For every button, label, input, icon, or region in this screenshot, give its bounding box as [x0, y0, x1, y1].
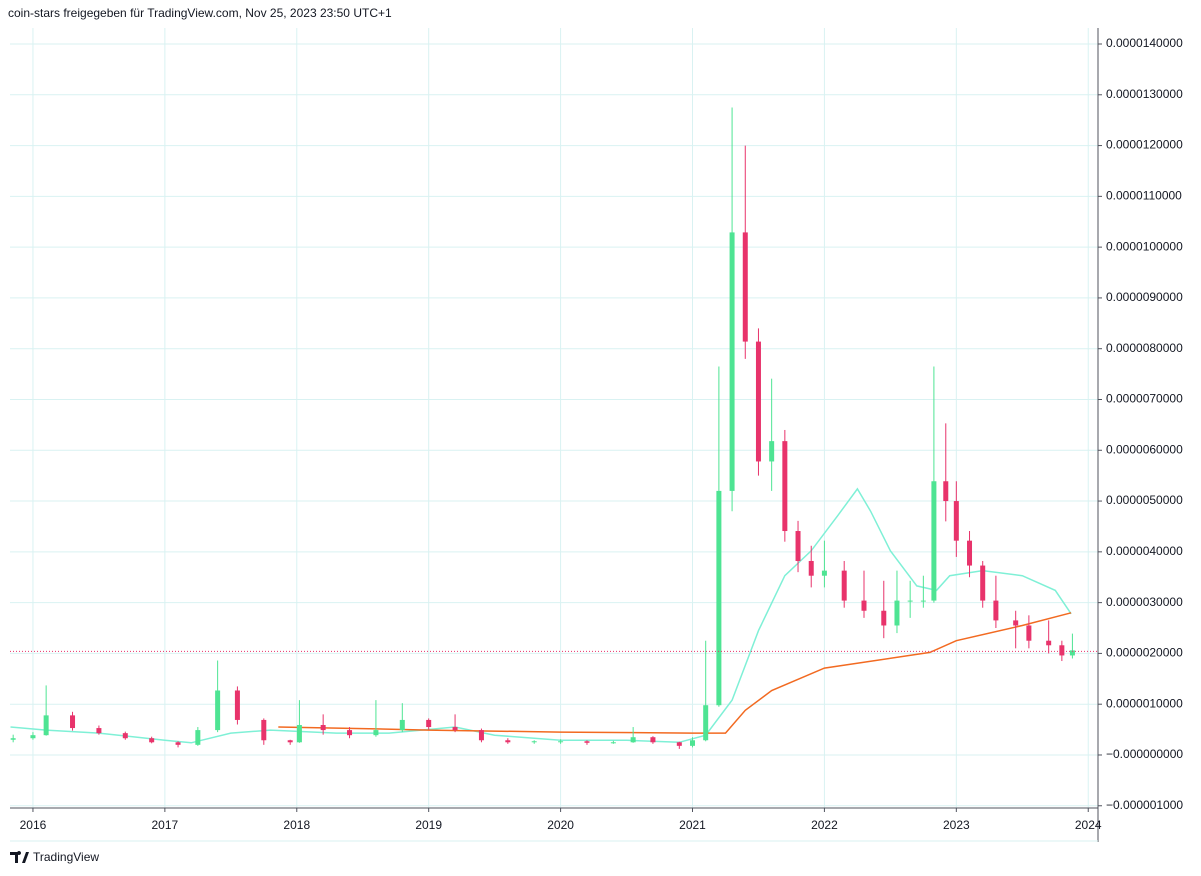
candle-body [907, 600, 913, 602]
logo [10, 851, 29, 863]
brand: TradingView [33, 850, 99, 864]
candle-body [373, 730, 379, 736]
candle-body [399, 719, 405, 731]
x-tick-label: 2023 [943, 818, 970, 832]
candle-body [993, 600, 999, 621]
x-tick-label: 2021 [679, 818, 706, 832]
y-tick-label: 0.0000040000 [1106, 544, 1183, 558]
moving-average [278, 612, 1072, 734]
y-tick-label: 0.0000120000 [1106, 138, 1183, 152]
candle-body [70, 715, 76, 729]
candle-body [690, 740, 696, 746]
candle-body [195, 730, 201, 745]
candle-body [122, 733, 128, 739]
candle-body [980, 565, 986, 601]
candle-body [1026, 625, 1032, 641]
candle-body [1046, 640, 1052, 646]
candle-body [943, 481, 949, 502]
candle-body [505, 740, 511, 743]
candle-body [584, 741, 590, 743]
candle-body [531, 741, 537, 743]
y-tick-label: 0.0000050000 [1106, 493, 1183, 507]
x-tick-label: 2024 [1075, 818, 1102, 832]
candle-body [920, 600, 926, 602]
x-tick-label: 2018 [283, 818, 310, 832]
candle-body [676, 742, 682, 746]
y-tick-label: 0.0000090000 [1106, 290, 1183, 304]
candle-body [967, 540, 973, 566]
y-tick-label: 0.0000110000 [1106, 189, 1182, 203]
x-tick-label: 2016 [20, 818, 47, 832]
x-tick-label: 2020 [547, 818, 574, 832]
candle-body [782, 441, 788, 532]
candle-body [841, 570, 847, 601]
candle-body [149, 738, 155, 743]
candle-body [426, 719, 432, 728]
x-tick-label: 2019 [415, 818, 442, 832]
plot [10, 107, 1098, 749]
candle-body [861, 600, 867, 611]
x-tick-label: 2017 [152, 818, 179, 832]
candle-body [703, 705, 709, 741]
y-tick-label: 0.0000080000 [1106, 341, 1183, 355]
candle-body [96, 728, 102, 734]
candle-body [261, 719, 267, 741]
candle-body [1069, 650, 1075, 656]
candle-body [287, 740, 293, 743]
y-tick-label: 0.0000010000 [1106, 696, 1183, 710]
x-tick-label: 2022 [811, 818, 838, 832]
logo-icon [10, 851, 29, 863]
candle-body [30, 735, 36, 739]
candle-body [234, 690, 240, 720]
y-tick-label: 0.0000130000 [1106, 87, 1183, 101]
header: coin-stars freigegeben für TradingView.c… [8, 6, 392, 20]
candle-body [1059, 645, 1065, 656]
candle-body [742, 232, 748, 342]
candle-body [894, 600, 900, 626]
candle-body [650, 737, 656, 743]
candle-body [630, 737, 636, 743]
candle-body [716, 490, 722, 706]
candle-body [729, 232, 735, 491]
candle-body [215, 690, 221, 731]
candle-body [610, 742, 616, 744]
candle-body [795, 531, 801, 561]
moving-average [10, 487, 1072, 744]
candle-body [953, 501, 959, 541]
y-tick-label: −0.000001000 [1106, 798, 1183, 812]
candle-body [808, 560, 814, 576]
y-tick-label: 0.0000070000 [1106, 392, 1183, 406]
y-tick-label: 0.0000030000 [1106, 595, 1183, 609]
y-tick-label: 0.0000100000 [1106, 239, 1183, 253]
y-tick-label: −0.000000000 [1106, 747, 1183, 761]
candle-body [558, 741, 564, 743]
grid [10, 28, 1098, 808]
candle-body [821, 570, 827, 576]
candle-body [931, 481, 937, 601]
candle-body [755, 341, 761, 462]
y-tick-label: 0.0000060000 [1106, 442, 1183, 456]
y-tick-label: 0.0000140000 [1106, 36, 1183, 50]
candle-body [296, 725, 302, 743]
candle-body [769, 441, 775, 462]
candle-body [452, 727, 458, 731]
candle-body [881, 610, 887, 626]
candle-body [478, 730, 484, 741]
candle-body [347, 730, 353, 736]
candle-body [320, 725, 326, 731]
candle-body [1013, 620, 1019, 626]
candle-body [10, 738, 16, 740]
candle-body [43, 715, 49, 736]
candle-body [175, 742, 181, 745]
y-tick-label: 0.0000020000 [1106, 646, 1183, 660]
